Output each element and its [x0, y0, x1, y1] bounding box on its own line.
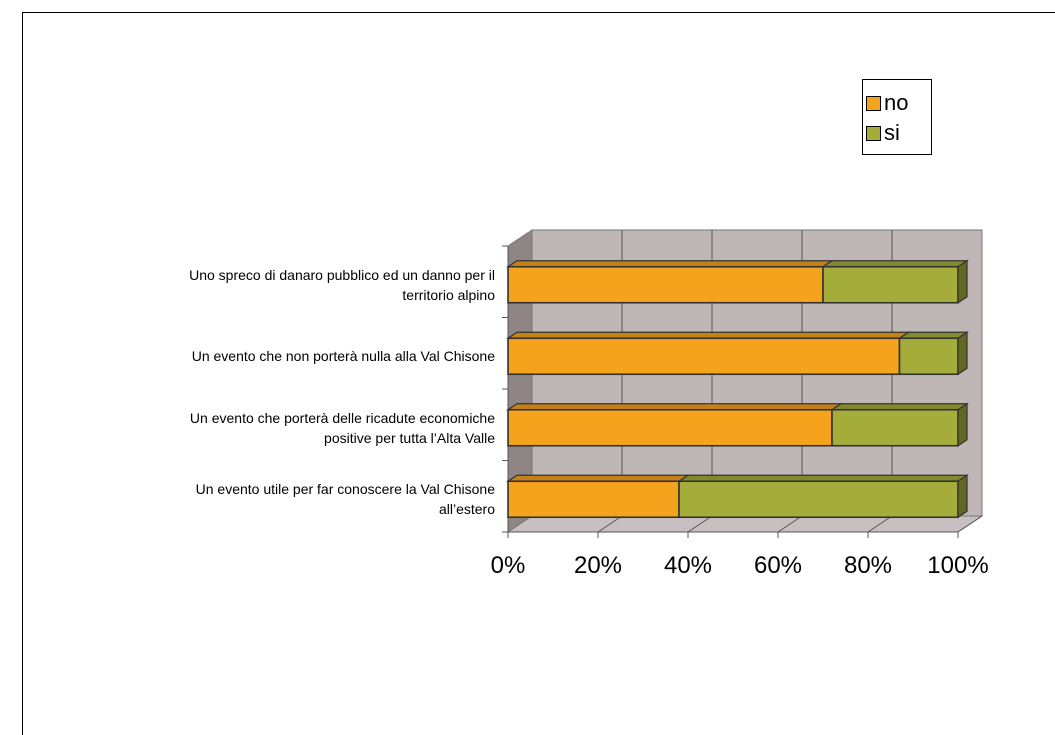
bar-no-0 — [507, 265, 824, 304]
bar-si-0 — [822, 265, 959, 304]
plot-floor — [506, 515, 984, 533]
legend: no si — [862, 79, 932, 155]
category-label-0-line-0: Uno spreco di danaro pubblico ed un dann… — [189, 267, 495, 283]
x-tick-label-1: 20% — [573, 552, 623, 579]
bar-no-2-top — [506, 403, 843, 411]
category-label-2: Un evento che porterà delle ricadute eco… — [75, 408, 495, 448]
category-label-1-line-0: Un evento che non porterà nulla alla Val… — [191, 348, 495, 364]
legend-item-no: no — [866, 90, 908, 116]
bar-no-0-top — [506, 260, 834, 268]
floor-gridline-5 — [957, 515, 983, 533]
category-label-1: Un evento che non porterà nulla alla Val… — [75, 346, 495, 366]
legend-swatch-no — [866, 95, 881, 111]
legend-swatch-si — [866, 125, 881, 141]
bar-si-1-side — [957, 331, 968, 376]
x-tick-label-0: 0% — [490, 552, 526, 579]
x-tick-label-5: 100% — [927, 552, 989, 579]
bar-si-0-top — [821, 260, 969, 268]
bar-si-1-top — [897, 331, 969, 339]
floor-gridline-2 — [687, 515, 713, 533]
category-label-3: Un evento utile per far conoscere la Val… — [75, 479, 495, 519]
bar-si-2-side — [957, 402, 968, 447]
bar-si-0-side — [957, 259, 968, 304]
x-tick-label-2: 40% — [663, 552, 713, 579]
x-tick-label-3: 60% — [753, 552, 803, 579]
floor-gridline-4 — [867, 515, 893, 533]
chart-frame — [22, 12, 1055, 735]
legend-label-no: no — [884, 90, 909, 115]
bar-si-3-side — [957, 474, 968, 519]
bar-no-1 — [507, 337, 901, 376]
floor-gridline-1 — [597, 515, 623, 533]
x-tick-label-4: 80% — [843, 552, 893, 579]
bar-si-2-top — [830, 403, 969, 411]
category-label-0-line-1: territorio alpino — [402, 287, 495, 303]
bar-no-2 — [507, 408, 833, 447]
bar-si-3-top — [677, 474, 969, 482]
category-label-2-line-1: positive per tutta l’Alta Valle — [324, 430, 495, 446]
bar-no-3-top — [506, 474, 690, 482]
legend-item-si: si — [866, 120, 900, 146]
bar-no-3 — [507, 480, 680, 519]
bar-no-1-top — [506, 331, 911, 339]
floor-gridline-3 — [777, 515, 803, 533]
bar-si-1 — [898, 337, 959, 376]
category-label-0: Uno spreco di danaro pubblico ed un dann… — [75, 265, 495, 305]
category-label-3-line-0: Un evento utile per far conoscere la Val… — [195, 481, 495, 497]
legend-label-si: si — [884, 120, 900, 145]
bar-si-2 — [831, 408, 959, 447]
bar-si-3 — [678, 480, 959, 519]
category-label-3-line-1: all’estero — [438, 501, 495, 517]
category-label-2-line-0: Un evento che porterà delle ricadute eco… — [189, 410, 495, 426]
